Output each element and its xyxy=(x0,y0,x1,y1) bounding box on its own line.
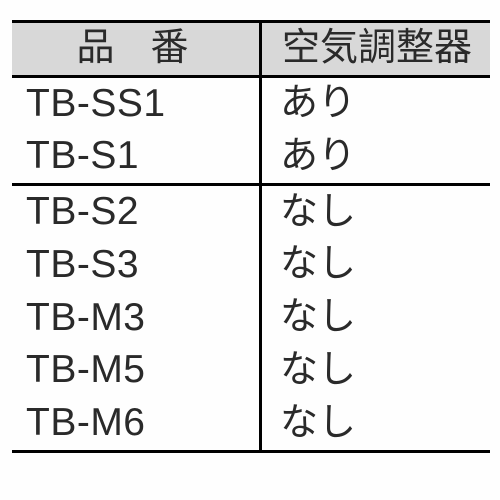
cell-part-number: TB-SS1 xyxy=(12,76,261,130)
table-body: TB-SS1 あり TB-S1 あり TB-S2 なし TB-S3 なし TB-… xyxy=(12,76,490,451)
table-row: TB-S1 あり xyxy=(12,130,490,184)
table-row: TB-S3 なし xyxy=(12,239,490,292)
spec-table: 品番 空気調整器 TB-SS1 あり TB-S1 あり TB-S2 なし TB-… xyxy=(12,20,490,453)
cell-part-number: TB-S2 xyxy=(12,185,261,239)
cell-part-number: TB-M3 xyxy=(12,292,261,345)
cell-air-regulator: なし xyxy=(261,185,490,239)
header-row: 品番 空気調整器 xyxy=(12,22,490,77)
table-container: 品番 空気調整器 TB-SS1 あり TB-S1 あり TB-S2 なし TB-… xyxy=(0,0,500,500)
cell-air-regulator: なし xyxy=(261,397,490,451)
cell-air-regulator: あり xyxy=(261,130,490,184)
cell-air-regulator: なし xyxy=(261,344,490,397)
cell-part-number: TB-S1 xyxy=(12,130,261,184)
cell-part-number: TB-S3 xyxy=(12,239,261,292)
cell-air-regulator: なし xyxy=(261,292,490,345)
col-header-part-number: 品番 xyxy=(12,22,261,77)
col-header-air-regulator: 空気調整器 xyxy=(261,22,490,77)
cell-air-regulator: なし xyxy=(261,239,490,292)
table-row: TB-S2 なし xyxy=(12,185,490,239)
table-row: TB-M6 なし xyxy=(12,397,490,451)
cell-part-number: TB-M5 xyxy=(12,344,261,397)
cell-air-regulator: あり xyxy=(261,76,490,130)
table-row: TB-M5 なし xyxy=(12,344,490,397)
cell-part-number: TB-M6 xyxy=(12,397,261,451)
table-row: TB-SS1 あり xyxy=(12,76,490,130)
table-row: TB-M3 なし xyxy=(12,292,490,345)
